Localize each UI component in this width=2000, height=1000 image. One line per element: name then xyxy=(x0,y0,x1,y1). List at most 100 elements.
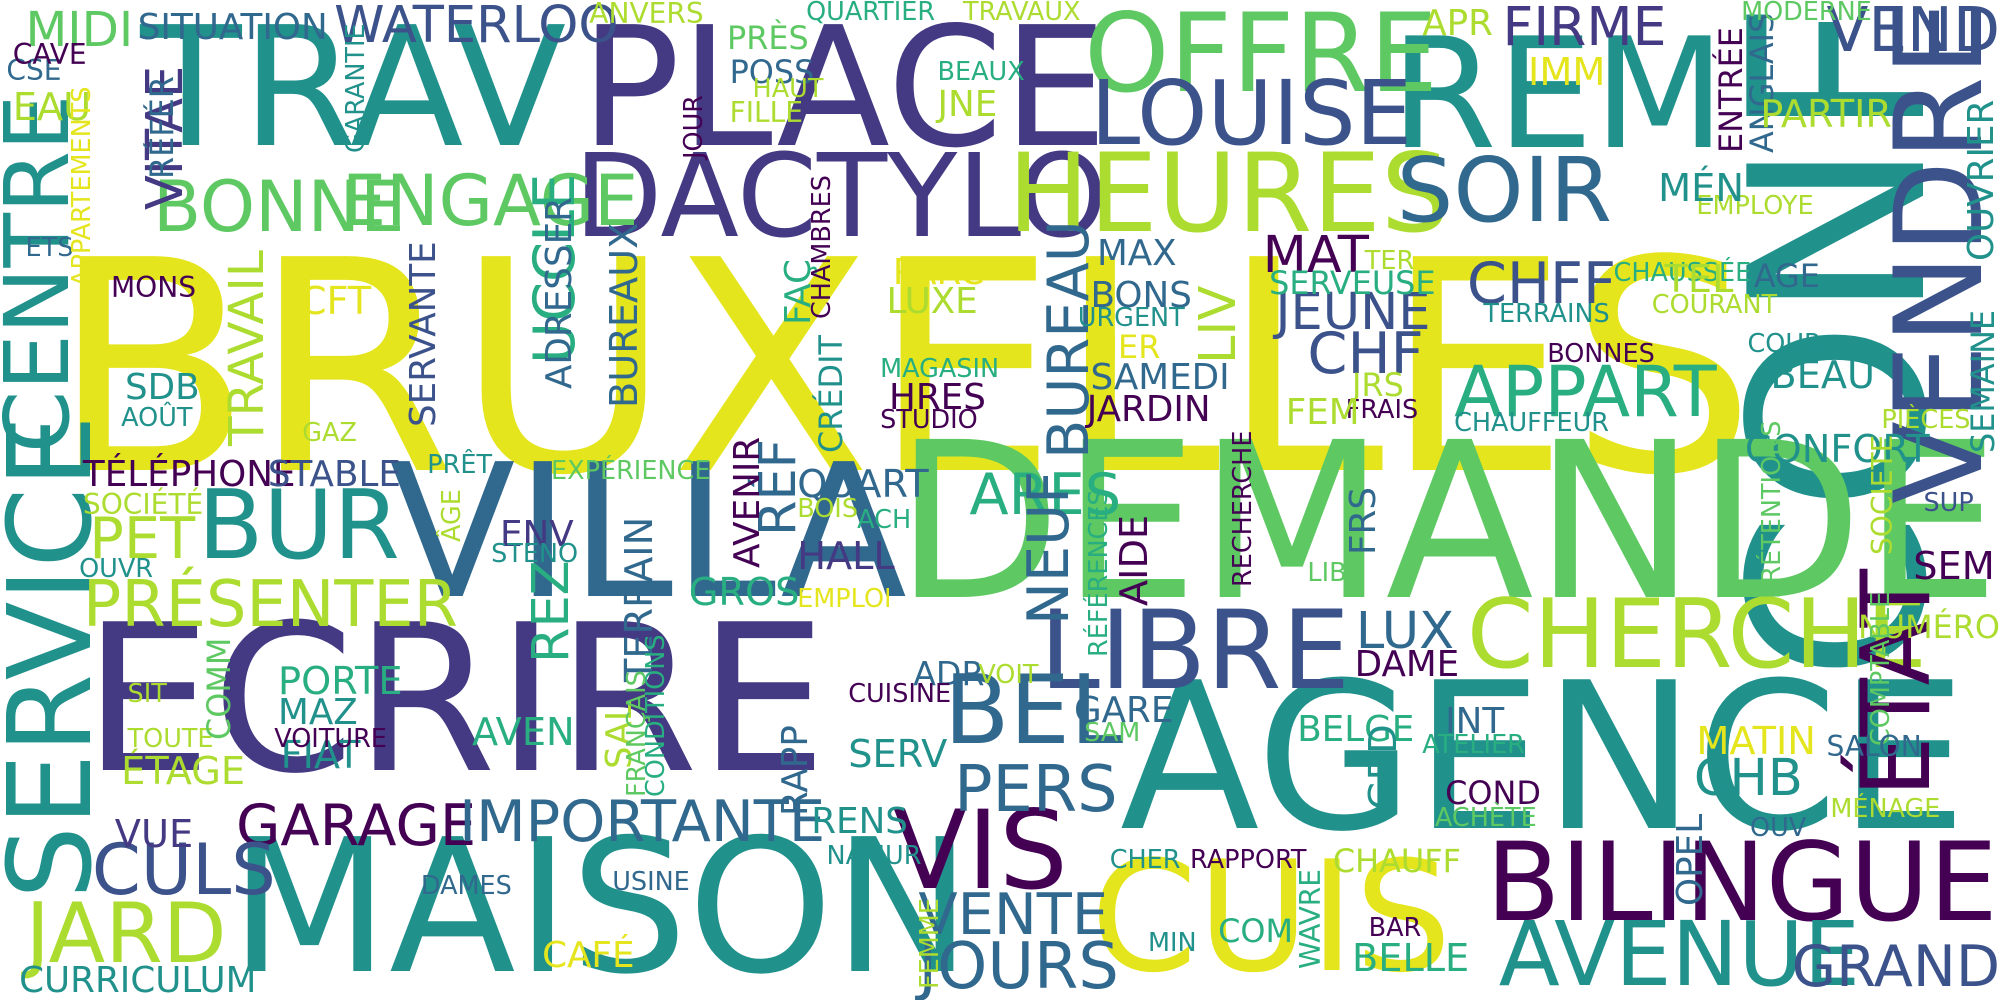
word-rapp: RAPP xyxy=(775,725,817,817)
word-fem: FEM xyxy=(1285,392,1360,434)
word-achete: ACHÈTE xyxy=(1434,803,1537,834)
word-opel: OPEL xyxy=(1670,813,1712,906)
word-dames: DAMES xyxy=(420,870,512,901)
word-recherche: RECHERCHE xyxy=(1227,430,1258,587)
word-mat: MAT xyxy=(1262,225,1369,285)
word-neuf: NEUF xyxy=(1015,470,1083,625)
word-vis: VIS xyxy=(892,787,1068,915)
word-trav: TRAV xyxy=(140,0,567,186)
word-bel: BEL xyxy=(943,654,1124,767)
word-presenter: PRÉSENTER xyxy=(82,567,458,642)
word-serveuse: SERVEUSE xyxy=(1269,263,1436,302)
word-terrains: TERRAINS xyxy=(1483,299,1610,330)
word-matin: MATIN xyxy=(1696,719,1816,765)
word-emploi: EMPLOI xyxy=(797,583,892,614)
word-libre: LIBRE xyxy=(1039,586,1351,714)
word-firme: FIRME xyxy=(1502,0,1667,58)
word-magasin: MAGASIN xyxy=(880,354,1000,385)
word-imm: IMM xyxy=(1528,49,1606,95)
word-dame: DAME xyxy=(1354,643,1460,685)
word-comm: COMM xyxy=(200,637,239,740)
word-etat: ÉTAT xyxy=(1840,569,1953,798)
word-aout: AOÛT xyxy=(121,402,193,433)
word-chaussee: CHAUSSÉE xyxy=(1613,258,1752,289)
word-travail: TRAVAIL xyxy=(219,250,276,447)
word-max: MAX xyxy=(1096,232,1177,274)
word-gare: GARE xyxy=(1073,689,1174,731)
word-env: ENV xyxy=(500,513,574,555)
word-haut: HAUT xyxy=(752,73,824,104)
word-jne: JNE xyxy=(937,83,998,125)
word-beaux: BEAUX xyxy=(937,56,1025,87)
word-place: PLACE xyxy=(580,0,1108,186)
word-importante: IMPORTANTE xyxy=(459,788,826,856)
word-femme: FEMME xyxy=(915,897,946,989)
word-studio: STUDIO xyxy=(880,405,978,436)
word-cft: CFT xyxy=(299,279,372,325)
word-avenir: AVENIR xyxy=(726,436,768,568)
word-int: INT xyxy=(1445,701,1505,743)
word-soir: SOIR xyxy=(1396,138,1612,243)
word-ter: TER xyxy=(1364,245,1415,276)
word-vend: VEND xyxy=(1826,0,2000,66)
word-comptable: COMPTABLE xyxy=(1865,592,1896,747)
word-cuis: CUIS xyxy=(1090,828,1452,1000)
word-min: MIN xyxy=(1147,928,1197,959)
word-rens: RENS xyxy=(811,800,908,842)
word-moderne: MODERNE xyxy=(1741,0,1872,27)
word-chauffeur: CHAUFFEUR xyxy=(1454,407,1609,438)
word-partir: PARTIR xyxy=(1760,91,1893,137)
word-societe: SOCIETE xyxy=(1865,434,1899,555)
word-ecrire: ECRIRE xyxy=(82,582,828,820)
word-societe: SOCIÉTÉ xyxy=(82,488,204,522)
word-menage: MÉNAGE xyxy=(1830,794,1941,825)
word-liv: LIV xyxy=(1188,285,1248,364)
word-toute: TOUTE xyxy=(127,724,214,755)
word-sit: SIT xyxy=(127,679,167,710)
word-chff: CHFF xyxy=(1466,250,1617,318)
word-jardin: JARDIN xyxy=(1086,388,1211,430)
word-chauff: CHAUFF xyxy=(1332,841,1461,880)
word-sdb: SDB xyxy=(125,366,200,408)
word-bonnes: BONNES xyxy=(1547,338,1655,369)
word-vue: VUE xyxy=(114,812,194,858)
word-lib: LIB xyxy=(1307,558,1347,589)
word-bois: BOIS xyxy=(797,494,859,525)
word-belge: BELGE xyxy=(1297,708,1415,750)
word-maison: MAISON xyxy=(229,799,972,1000)
word-experience: EXPÉRIENCE xyxy=(551,456,711,487)
word-mer: MER xyxy=(1090,327,1161,366)
word-confort: CONFORT xyxy=(1744,427,1930,473)
word-jard: JARD xyxy=(25,884,227,982)
word-anvers: ANVERS xyxy=(589,0,704,30)
word-serv: SERV xyxy=(848,731,948,777)
word-poss: POSS xyxy=(729,53,815,92)
word-bilingue: BILINGUE xyxy=(1485,819,1998,947)
word-ach: ACH xyxy=(857,504,912,535)
word-numero: NUMÉRO xyxy=(1857,608,2000,647)
word-situation: SITUATION xyxy=(137,7,328,49)
word-pres: PRÈS xyxy=(727,18,809,57)
word-pers: PERS xyxy=(954,752,1118,827)
word-parc: PARC xyxy=(892,252,985,294)
word-gros: GROS xyxy=(688,569,800,615)
word-adresser: ADRESSER xyxy=(539,197,581,390)
word-jour: JOUR xyxy=(679,95,710,160)
word-offre: OFFRE xyxy=(1084,0,1439,117)
word-ouvrier: OUVRIER xyxy=(1961,100,2000,262)
word-telephone: TÉLÉPHONE xyxy=(82,453,296,495)
word-grand: GRAND xyxy=(1791,932,2000,1000)
word-maz: MAZ xyxy=(278,692,358,734)
word-frais: FRAIS xyxy=(1345,394,1419,425)
word-wavre: WAVRE xyxy=(1294,869,1328,970)
word-ouvr: OUVR xyxy=(79,554,153,585)
word-bur: BUR xyxy=(197,469,400,582)
word-voiture: VOITURE xyxy=(274,724,387,755)
word-rez: REZ xyxy=(521,560,581,664)
word-ares: ARES xyxy=(969,460,1122,528)
word-pret: PRÊT xyxy=(427,449,493,480)
word-garage: GARAGE xyxy=(235,792,477,860)
word-etage: ÉTAGE xyxy=(121,748,246,794)
word-namur: NAMUR xyxy=(826,841,922,872)
